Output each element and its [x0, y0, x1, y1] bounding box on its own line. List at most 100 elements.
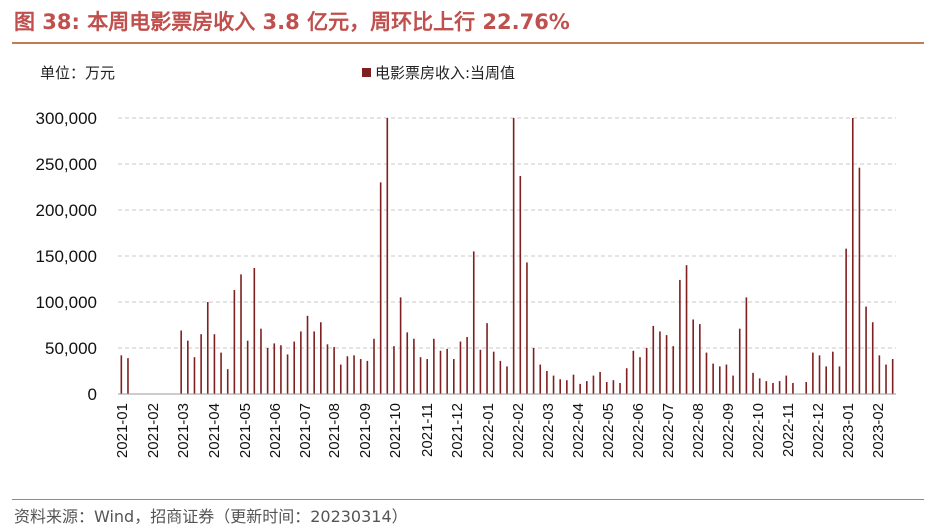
- figure-number: 图 38:: [14, 10, 80, 34]
- bar: [832, 351, 834, 394]
- bar: [512, 118, 515, 394]
- bar: [585, 381, 588, 394]
- bar: [313, 331, 315, 394]
- bar: [339, 364, 342, 394]
- source-note: 资料来源：Wind，招商证券（更新时间：20230314）: [14, 507, 408, 526]
- bar: [845, 248, 847, 394]
- legend-label: 电影票房收入:当周值: [375, 64, 516, 82]
- bar: [699, 324, 701, 394]
- bar: [466, 336, 468, 394]
- bar: [885, 364, 887, 394]
- x-tick-label: 2021-06: [267, 403, 284, 458]
- bar: [453, 359, 455, 394]
- x-tick-label: 2021-01: [114, 403, 131, 458]
- bar: [200, 334, 202, 394]
- bar: [765, 381, 768, 394]
- bar: [240, 274, 242, 394]
- bar: [446, 348, 448, 394]
- bar: [386, 118, 389, 394]
- bar: [679, 279, 681, 394]
- bar: [725, 364, 728, 394]
- bar: [659, 331, 661, 394]
- x-tick-label: 2021-07: [297, 403, 314, 458]
- bar: [253, 267, 256, 394]
- bar: [672, 346, 675, 394]
- bar: [805, 382, 808, 394]
- x-tick-label: 2021-02: [145, 403, 162, 458]
- bar: [792, 382, 794, 394]
- bar: [546, 371, 548, 394]
- x-tick-label: 2022-03: [540, 403, 557, 458]
- bar: [572, 374, 575, 394]
- bar: [539, 364, 542, 394]
- bar: [612, 380, 615, 394]
- y-tick-label: 150,000: [36, 247, 97, 266]
- bar: [266, 348, 269, 394]
- x-tick-label: 2021-09: [357, 403, 374, 458]
- x-tick-label: 2021-03: [175, 403, 192, 458]
- bar: [439, 350, 442, 394]
- bar: [619, 382, 621, 394]
- bar: [818, 355, 821, 394]
- bar: [359, 359, 362, 394]
- bar: [692, 319, 694, 394]
- bar: [246, 340, 249, 394]
- bar: [858, 167, 861, 394]
- bar: [785, 375, 788, 394]
- bar: [459, 341, 462, 394]
- x-tick-label: 2022-06: [630, 403, 647, 458]
- bar: [492, 351, 495, 394]
- bar: [639, 357, 641, 394]
- x-tick-label: 2022-12: [810, 403, 827, 458]
- bar: [187, 340, 189, 394]
- bar: [605, 382, 608, 394]
- bar: [592, 375, 595, 394]
- bar: [300, 331, 302, 394]
- bar: [705, 352, 708, 394]
- bar: [433, 338, 435, 394]
- bar-chart: 0 50,000 100,000 150,000 200,000 250,000 300,0…: [36, 109, 896, 458]
- x-tick-label: 2023-01: [840, 403, 857, 458]
- bar: [526, 262, 528, 394]
- bar: [851, 118, 854, 394]
- bar: [286, 354, 289, 394]
- bar: [878, 355, 881, 394]
- bar: [373, 338, 375, 394]
- chart-title: 图 38: 本周电影票房收入 3.8 亿元，周环比上行 22.76%: [14, 6, 570, 36]
- bar: [326, 344, 329, 394]
- bar: [871, 322, 874, 394]
- x-tick-label: 2021-05: [237, 403, 254, 458]
- bar: [812, 352, 814, 394]
- bar: [772, 382, 774, 394]
- y-tick-label: 0: [88, 385, 97, 404]
- bar: [260, 328, 262, 394]
- bar: [419, 357, 422, 394]
- x-tick-label: 2022-02: [510, 403, 527, 458]
- bar: [479, 349, 482, 394]
- unit-label: 单位：万元: [40, 64, 116, 82]
- bar: [346, 356, 349, 394]
- bar: [579, 383, 581, 394]
- bar: [532, 348, 535, 394]
- bar: [665, 335, 668, 394]
- y-tick-label: 50,000: [45, 339, 97, 358]
- bar: [499, 360, 502, 394]
- bar: [718, 366, 721, 394]
- x-tick-label: 2022-10: [750, 403, 767, 458]
- x-tick-label: 2022-11: [780, 403, 797, 457]
- bar: [645, 348, 648, 394]
- y-tick-label: 250,000: [36, 155, 97, 174]
- x-tick-label: 2021-04: [206, 403, 223, 458]
- bar: [180, 330, 182, 394]
- bar: [566, 380, 568, 394]
- bar: [732, 375, 734, 394]
- bar: [506, 366, 508, 394]
- x-tick-label: 2022-01: [480, 403, 497, 458]
- footer-rule: [12, 499, 924, 500]
- bar: [206, 302, 209, 394]
- bar: [280, 345, 282, 394]
- x-tick-label: 2022-05: [600, 403, 617, 458]
- bar: [838, 366, 841, 394]
- bar: [333, 347, 335, 394]
- y-tick-label: 100,000: [36, 293, 97, 312]
